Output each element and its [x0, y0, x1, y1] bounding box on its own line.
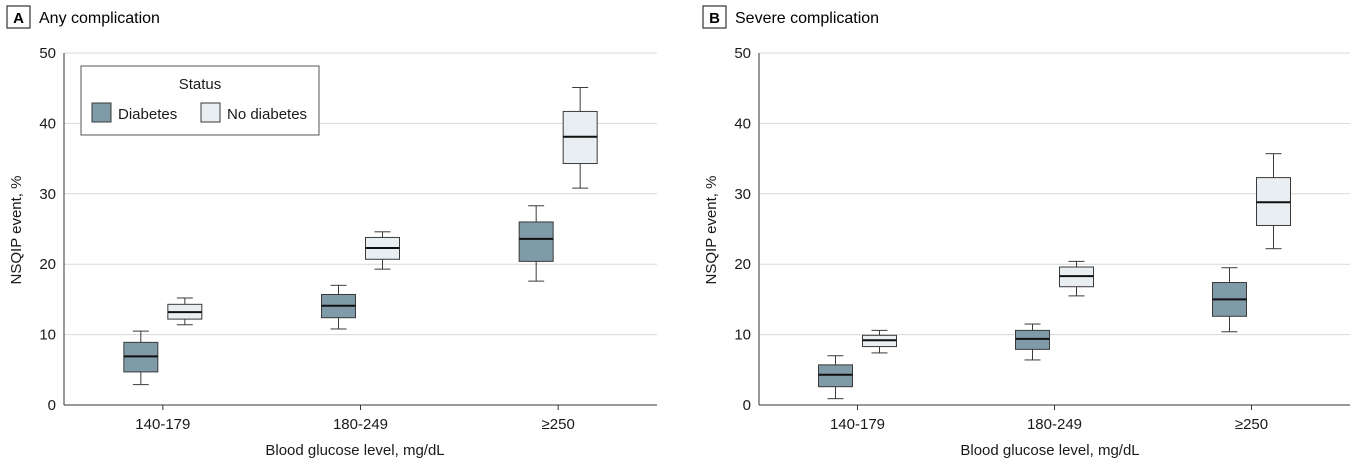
- panel-b-letter: B: [709, 10, 720, 27]
- panel-a-x-axis-title: Blood glucose level, mg/dL: [265, 442, 444, 459]
- panel-a-plot: 0 10 20 30 40 50 140-179 180-249 ≥250: [39, 45, 657, 433]
- panel-a-x-tick-label: ≥250: [542, 416, 575, 433]
- panel-b-x-axis-title: Blood glucose level, mg/dL: [960, 442, 1139, 459]
- panel-a-letter-box: [6, 5, 31, 29]
- panel-b-y-axis-title: NSQIP event, %: [703, 176, 720, 285]
- panel-b-y-tick-label: 50: [734, 45, 751, 62]
- panel-a-box-diabetes-2: [321, 284, 356, 330]
- panel-b-box-diabetes-1: [818, 355, 853, 400]
- legend-title: Status: [179, 76, 222, 93]
- panel-a-y-tick-label: 30: [39, 186, 56, 203]
- panel-b-box-no-diabetes-2: [1059, 260, 1094, 297]
- panel-a-box-no-diabetes-2: [365, 231, 400, 270]
- panel-b-x-tick-label: 180-249: [1027, 416, 1082, 433]
- panel-a-box-no-diabetes-1: [167, 297, 203, 326]
- panel-a-letter: A: [13, 10, 24, 27]
- panel-b-y-tick-label: 10: [734, 327, 751, 344]
- panel-b-y-tick-label: 30: [734, 186, 751, 203]
- panel-a-y-axis-title: NSQIP event, %: [8, 176, 25, 285]
- legend-swatch-no-diabetes: [200, 102, 221, 123]
- iqr-box: [818, 364, 853, 388]
- panel-a-x-tick-label: 180-249: [333, 416, 388, 433]
- panel-a-y-tick-label: 40: [39, 115, 56, 132]
- legend: Status Diabetes No diabetes: [80, 65, 320, 136]
- panel-a-x-tick-label: 140-179: [135, 416, 190, 433]
- iqr-box: [518, 221, 554, 262]
- panel-a-y-tick-label: 0: [48, 397, 56, 414]
- panel-a-box-no-diabetes-3: [562, 86, 598, 189]
- panel-b-y-tick-label: 40: [734, 115, 751, 132]
- panel-a-box-diabetes-1: [123, 330, 159, 386]
- legend-swatch-diabetes: [91, 102, 112, 123]
- legend-frame: [80, 65, 320, 136]
- panel-b: B Severe complication 0 10 20 30 40 50 140-179…: [702, 5, 1350, 459]
- panel-a-y-tick-label: 20: [39, 256, 56, 273]
- panel-b-x-tick-label: ≥250: [1235, 416, 1268, 433]
- panel-b-plot: 0 10 20 30 40 50 140-179 180-249 ≥250: [734, 45, 1350, 433]
- panel-b-letter-box: [702, 5, 727, 29]
- panel-b-box-no-diabetes-3: [1256, 153, 1291, 250]
- panel-a-title: Any complication: [39, 10, 160, 27]
- panel-b-x-tick-label: 140-179: [830, 416, 885, 433]
- panel-b-box-no-diabetes-1: [862, 329, 897, 354]
- panel-b-y-tick-label: 0: [743, 397, 751, 414]
- panel-a-y-tick-label: 10: [39, 327, 56, 344]
- legend-label-diabetes: Diabetes: [118, 106, 177, 123]
- legend-label-no-diabetes: No diabetes: [227, 106, 307, 123]
- panel-a-box-diabetes-3: [518, 205, 554, 282]
- panel-a-y-tick-label: 50: [39, 45, 56, 62]
- panel-b-box-diabetes-3: [1212, 267, 1247, 333]
- iqr-box: [1015, 329, 1050, 350]
- panel-b-box-diabetes-2: [1015, 323, 1050, 361]
- panel-a: A Any complication 0 10 20 30 40 50 140-179 180…: [6, 5, 657, 459]
- panel-b-title: Severe complication: [735, 10, 879, 27]
- panel-b-y-tick-label: 20: [734, 256, 751, 273]
